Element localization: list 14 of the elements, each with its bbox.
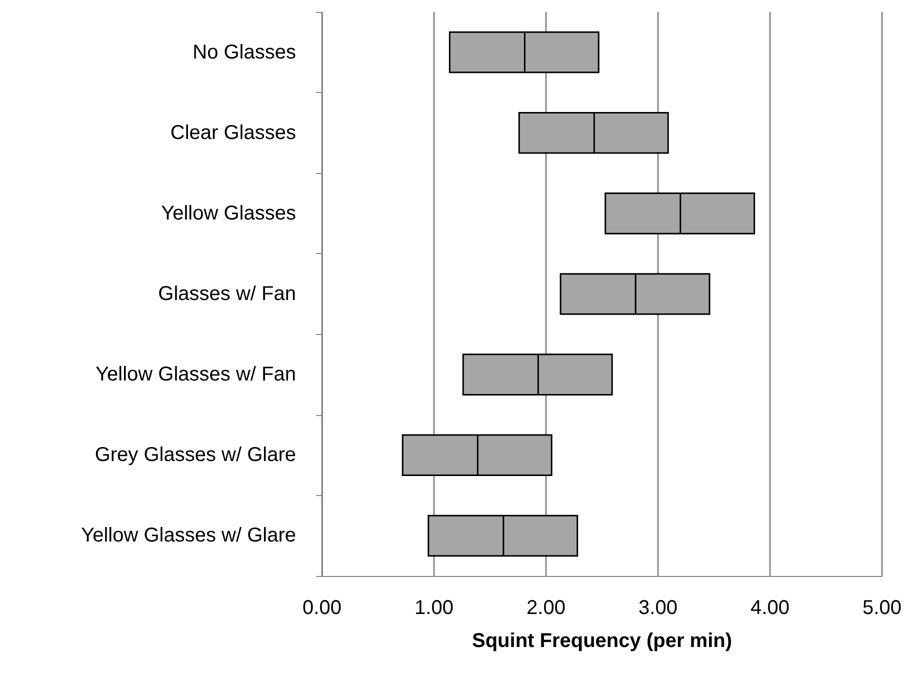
x-tick-label: 0.00 — [302, 597, 342, 619]
y-tick-label: Grey Glasses w/ Glare — [94, 444, 296, 466]
x-tick-label: 3.00 — [638, 597, 678, 619]
x-tick-label: 5.00 — [862, 597, 902, 619]
y-tick-label: Glasses w/ Fan — [158, 283, 296, 305]
x-tick-label: 1.00 — [414, 597, 454, 619]
y-tick-label: No Glasses — [192, 41, 296, 64]
y-tick-label: Yellow Glasses — [161, 202, 296, 224]
y-tick-label: Yellow Glasses w/ Glare — [81, 524, 296, 547]
x-axis-title: Squint Frequency (per min) — [472, 630, 732, 652]
y-tick-label: Yellow Glasses w/ Fan — [96, 364, 296, 386]
x-tick-label: 2.00 — [526, 597, 566, 619]
y-tick-label: Clear Glasses — [170, 122, 296, 144]
x-tick-label: 4.00 — [750, 597, 790, 619]
